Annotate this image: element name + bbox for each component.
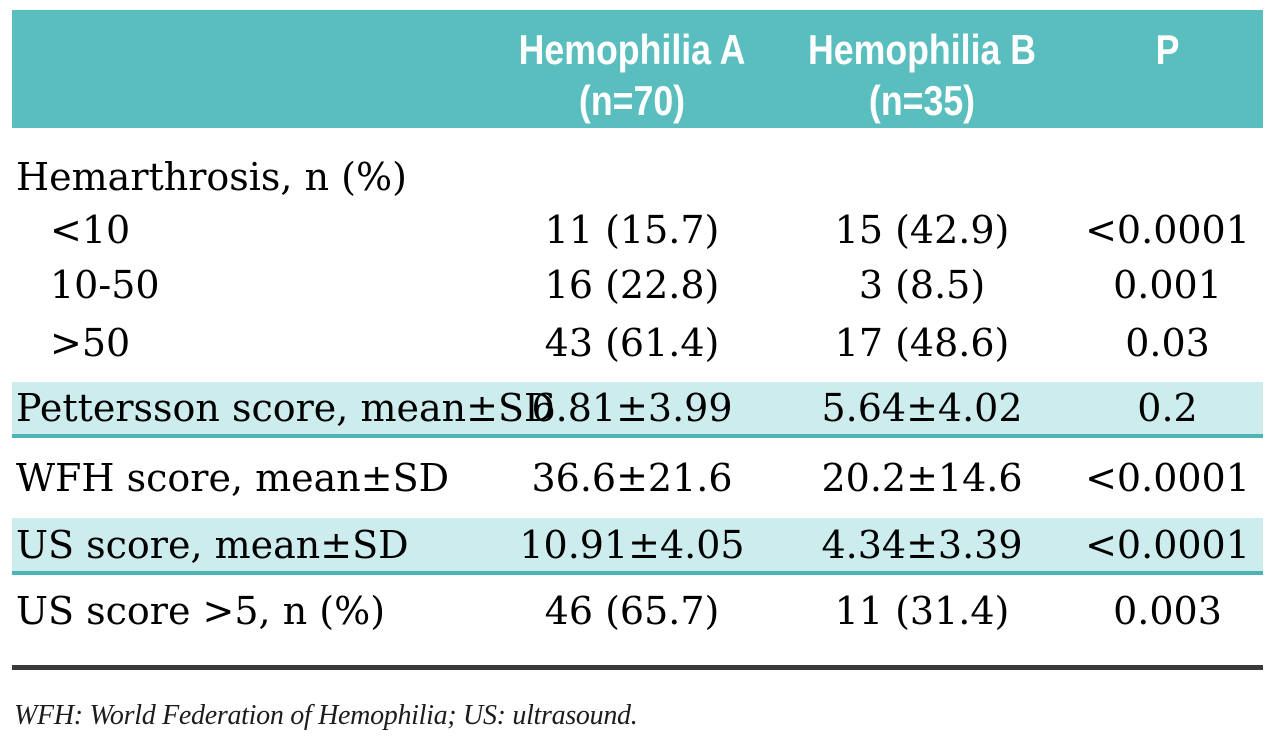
- value-hemophilia-b: 3 (8.5): [858, 262, 986, 307]
- table-row-lt10: <10 11 (15.7) 15 (42.9) <0.0001: [12, 202, 1263, 257]
- header-hemophilia-b-label: Hemophilia B: [807, 26, 1037, 73]
- value-p: <0.0001: [1085, 522, 1250, 567]
- table-row-us-score-gt5: US score >5, n (%) 46 (65.7) 11 (31.4) 0…: [12, 575, 1263, 647]
- value-hemophilia-b: 15 (42.9): [834, 207, 1010, 252]
- value-p: 0.003: [1113, 589, 1222, 633]
- row-label: >50: [50, 321, 131, 365]
- value-hemophilia-a: 43 (61.4): [544, 321, 720, 365]
- value-p: 0.2: [1137, 386, 1198, 430]
- value-p: 0.03: [1125, 321, 1210, 365]
- row-label: US score, mean±SD: [16, 522, 409, 567]
- value-hemophilia-a: 10.91±4.05: [519, 522, 745, 567]
- value-hemophilia-a: 16 (22.8): [544, 262, 720, 307]
- value-hemophilia-b: 20.2±14.6: [821, 456, 1023, 500]
- value-p: 0.001: [1113, 262, 1222, 307]
- value-hemophilia-a: 46 (65.7): [544, 589, 720, 633]
- table-row-pettersson-score: Pettersson score, mean±SD 6.81±3.99 5.64…: [12, 382, 1263, 438]
- table-header-row: Hemophilia A (n=70) Hemophilia B (n=35) …: [12, 10, 1263, 128]
- header-hemophilia-a: Hemophilia A (n=70): [492, 10, 772, 126]
- row-label: 10-50: [50, 262, 160, 307]
- value-hemophilia-a: 6.81±3.99: [531, 386, 733, 430]
- value-hemophilia-b: 17 (48.6): [834, 321, 1010, 365]
- table-row-us-score: US score, mean±SD 10.91±4.05 4.34±3.39 <…: [12, 518, 1263, 575]
- table-footnote: WFH: World Federation of Hemophilia; US:…: [14, 700, 638, 731]
- value-hemophilia-b: 4.34±3.39: [821, 522, 1023, 567]
- header-hemophilia-b-n: (n=35): [868, 77, 976, 125]
- bottom-rule-divider: [12, 665, 1263, 670]
- value-hemophilia-a: 11 (15.7): [544, 207, 720, 252]
- header-hemophilia-a-label: Hemophilia A: [518, 26, 746, 73]
- row-label: WFH score, mean±SD: [16, 456, 450, 500]
- results-table: Hemophilia A (n=70) Hemophilia B (n=35) …: [12, 10, 1263, 732]
- row-label: <10: [50, 207, 131, 252]
- value-hemophilia-a: 36.6±21.6: [531, 456, 733, 500]
- row-label: Hemarthrosis, n (%): [16, 155, 407, 199]
- table-row-wfh-score: WFH score, mean±SD 36.6±21.6 20.2±14.6 <…: [12, 438, 1263, 518]
- table-row-hemarthrosis: Hemarthrosis, n (%): [12, 152, 1263, 202]
- value-p: <0.0001: [1085, 456, 1250, 500]
- table-row-10-50: 10-50 16 (22.8) 3 (8.5) 0.001: [12, 257, 1263, 312]
- header-hemophilia-b: Hemophilia B (n=35): [772, 10, 1072, 126]
- value-hemophilia-b: 11 (31.4): [834, 589, 1010, 633]
- header-hemophilia-a-n: (n=70): [578, 77, 686, 125]
- table-row-gt50: >50 43 (61.4) 17 (48.6) 0.03: [12, 312, 1263, 374]
- value-hemophilia-b: 5.64±4.02: [821, 386, 1023, 430]
- header-p-label: P: [1155, 26, 1180, 73]
- row-label: Pettersson score, mean±SD: [16, 386, 555, 430]
- row-label: US score >5, n (%): [16, 589, 386, 633]
- header-empty-cell: [12, 10, 492, 24]
- value-p: <0.0001: [1085, 207, 1250, 252]
